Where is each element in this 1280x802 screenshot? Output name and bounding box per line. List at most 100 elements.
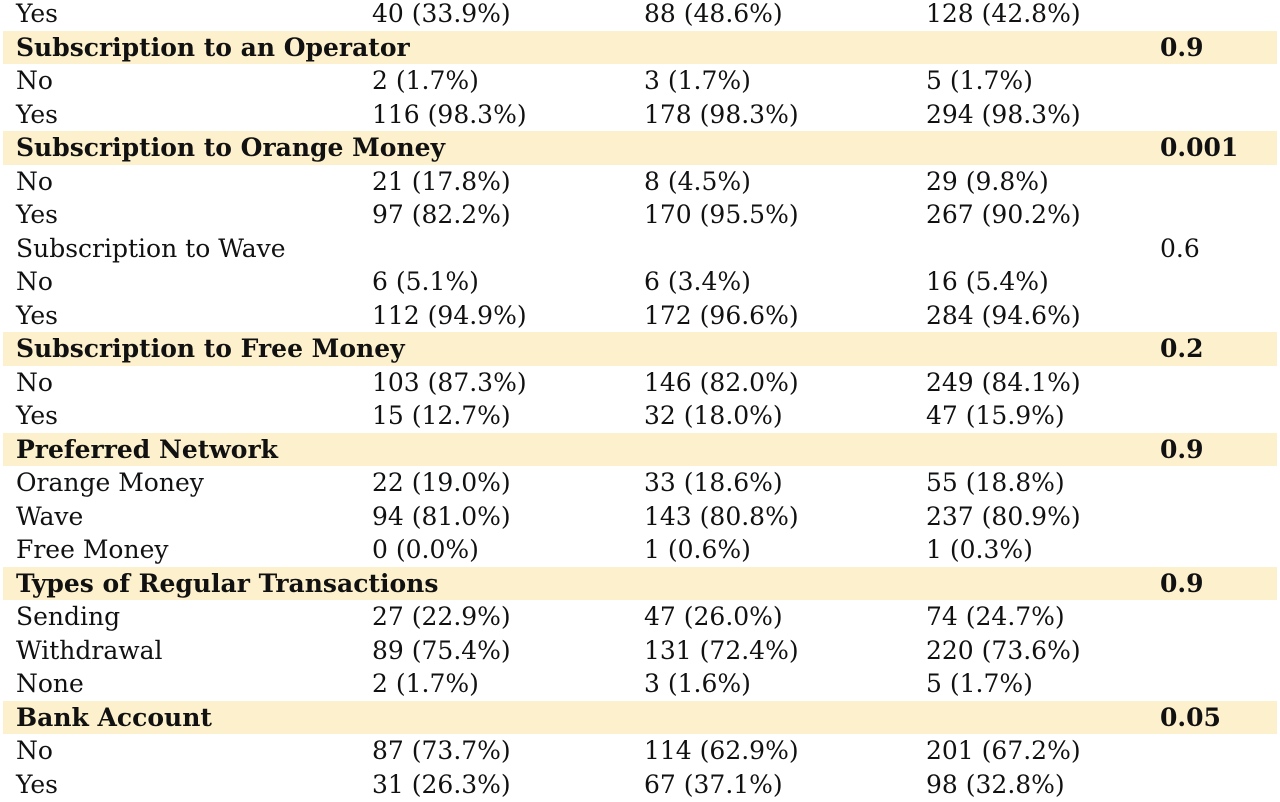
value-cell: 1 (0.3%) (926, 535, 1033, 564)
value-cell: 284 (94.6%) (926, 300, 1081, 330)
row-label: Wave (16, 501, 84, 531)
value-cell: 143 (80.8%) (644, 501, 799, 531)
row-label: No (16, 166, 53, 196)
value-cell: 249 (84.1%) (926, 367, 1081, 397)
value-cell: 31 (26.3%) (372, 769, 511, 799)
row-label: Yes (16, 0, 58, 28)
section-title: Preferred Network (16, 434, 278, 464)
p-value: 0.001 (1160, 133, 1239, 162)
table-row: None 2 (1.7%) 3 (1.6%) 5 (1.7%) (0, 667, 1280, 701)
p-value: 0.05 (1160, 702, 1221, 732)
value-cell: 88 (48.6%) (644, 0, 783, 28)
value-cell: 6 (5.1%) (372, 267, 479, 296)
table-row: No 6 (5.1%) 6 (3.4%) 16 (5.4%) (0, 265, 1280, 299)
row-label: No (16, 736, 53, 765)
table-row: Yes 15 (12.7%) 32 (18.0%) 47 (15.9%) (0, 399, 1280, 433)
value-cell: 103 (87.3%) (372, 367, 527, 397)
section-title: Subscription to Wave (16, 233, 286, 263)
value-cell: 6 (3.4%) (644, 267, 751, 296)
value-cell: 178 (98.3%) (644, 99, 799, 129)
value-cell: 3 (1.6%) (644, 669, 751, 698)
value-cell: 112 (94.9%) (372, 300, 527, 330)
value-cell: 40 (33.9%) (372, 0, 511, 28)
value-cell: 29 (9.8%) (926, 166, 1049, 196)
table-row: Free Money 0 (0.0%) 1 (0.6%) 1 (0.3%) (0, 533, 1280, 567)
section-title: Subscription to Free Money (16, 334, 405, 363)
value-cell: 2 (1.7%) (372, 669, 479, 698)
value-cell: 55 (18.8%) (926, 468, 1065, 497)
row-label: Yes (16, 200, 58, 229)
value-cell: 201 (67.2%) (926, 736, 1081, 765)
value-cell: 74 (24.7%) (926, 602, 1065, 631)
value-cell: 98 (32.8%) (926, 769, 1065, 799)
table-row: No 103 (87.3%) 146 (82.0%) 249 (84.1%) (0, 366, 1280, 400)
value-cell: 8 (4.5%) (644, 166, 751, 196)
table-row: No 2 (1.7%) 3 (1.7%) 5 (1.7%) (0, 64, 1280, 98)
value-cell: 47 (26.0%) (644, 602, 783, 631)
table-row: Withdrawal 89 (75.4%) 131 (72.4%) 220 (73.6… (0, 634, 1280, 668)
value-cell: 87 (73.7%) (372, 736, 511, 765)
value-cell: 146 (82.0%) (644, 367, 799, 397)
value-cell: 21 (17.8%) (372, 166, 511, 196)
row-label: Yes (16, 769, 58, 799)
row-label: No (16, 367, 53, 397)
value-cell: 89 (75.4%) (372, 635, 511, 665)
section-title: Subscription to Orange Money (16, 133, 446, 162)
p-value: 0.6 (1160, 233, 1200, 263)
value-cell: 33 (18.6%) (644, 468, 783, 497)
value-cell: 114 (62.9%) (644, 736, 799, 765)
section-header-row: Subscription to Orange Money 0.001 (3, 131, 1277, 165)
value-cell: 5 (1.7%) (926, 669, 1033, 698)
value-cell: 128 (42.8%) (926, 0, 1081, 28)
table-row: Yes 97 (82.2%) 170 (95.5%) 267 (90.2%) (0, 198, 1280, 232)
row-label: None (16, 669, 84, 698)
value-cell: 237 (80.9%) (926, 501, 1081, 531)
value-cell: 32 (18.0%) (644, 401, 783, 430)
value-cell: 67 (37.1%) (644, 769, 783, 799)
row-label: Orange Money (16, 468, 204, 497)
p-value: 0.9 (1160, 32, 1204, 62)
row-label: Free Money (16, 535, 169, 564)
table-row: Yes 31 (26.3%) 67 (37.1%) 98 (32.8%) (0, 768, 1280, 802)
value-cell: 1 (0.6%) (644, 535, 751, 564)
p-value: 0.9 (1160, 434, 1204, 464)
value-cell: 220 (73.6%) (926, 635, 1081, 665)
value-cell: 94 (81.0%) (372, 501, 511, 531)
value-cell: 131 (72.4%) (644, 635, 799, 665)
value-cell: 172 (96.6%) (644, 300, 799, 330)
value-cell: 3 (1.7%) (644, 66, 751, 95)
table-row: No 87 (73.7%) 114 (62.9%) 201 (67.2%) (0, 734, 1280, 768)
table-row: No 21 (17.8%) 8 (4.5%) 29 (9.8%) (0, 165, 1280, 199)
value-cell: 16 (5.4%) (926, 267, 1049, 296)
section-title: Bank Account (16, 702, 212, 732)
value-cell: 27 (22.9%) (372, 602, 511, 631)
value-cell: 5 (1.7%) (926, 66, 1033, 95)
value-cell: 15 (12.7%) (372, 401, 511, 430)
row-label: No (16, 267, 53, 296)
value-cell: 47 (15.9%) (926, 401, 1065, 430)
row-label: Sending (16, 602, 121, 631)
section-header-row: Preferred Network 0.9 (3, 432, 1277, 466)
section-header-row: Subscription to Wave 0.6 (0, 232, 1280, 266)
section-title: Types of Regular Transactions (16, 568, 439, 598)
value-cell: 170 (95.5%) (644, 200, 799, 229)
table-row: Wave 94 (81.0%) 143 (80.8%) 237 (80.9%) (0, 500, 1280, 534)
section-header-row: Subscription to Free Money 0.2 (3, 332, 1277, 366)
p-value: 0.2 (1160, 334, 1204, 363)
row-label: Withdrawal (16, 635, 163, 665)
table-row: Yes 40 (33.9%) 88 (48.6%) 128 (42.8%) (0, 0, 1280, 31)
table-row: Yes 112 (94.9%) 172 (96.6%) 284 (94.6%) (0, 299, 1280, 333)
row-label: Yes (16, 401, 58, 430)
value-cell: 294 (98.3%) (926, 99, 1081, 129)
table-row: Yes 116 (98.3%) 178 (98.3%) 294 (98.3%) (0, 98, 1280, 132)
row-label: Yes (16, 99, 58, 129)
section-header-row: Types of Regular Transactions 0.9 (3, 566, 1277, 600)
section-header-row: Subscription to an Operator 0.9 (3, 30, 1277, 64)
value-cell: 97 (82.2%) (372, 200, 511, 229)
p-value: 0.9 (1160, 568, 1204, 598)
value-cell: 0 (0.0%) (372, 535, 479, 564)
row-label: No (16, 66, 53, 95)
table-row: Sending 27 (22.9%) 47 (26.0%) 74 (24.7%) (0, 600, 1280, 634)
value-cell: 22 (19.0%) (372, 468, 511, 497)
